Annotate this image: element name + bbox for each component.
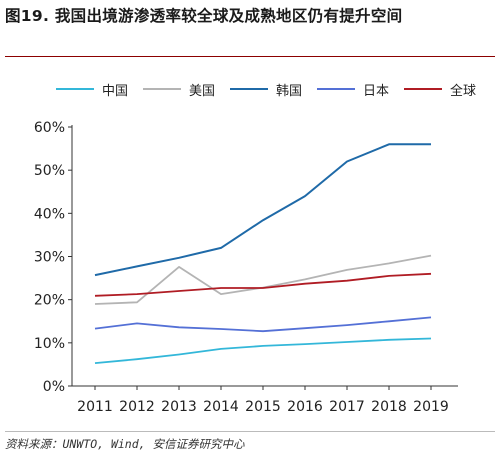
x-tick-label: 2013 [161, 399, 197, 415]
series-line-4 [94, 272, 432, 297]
x-tick-label: 2014 [203, 399, 239, 415]
y-tick-label: 10% [34, 336, 65, 352]
chart-title: 图19. 我国出境游渗透率较全球及成熟地区仍有提升空间 [5, 7, 403, 25]
x-tick-label: 2012 [119, 399, 155, 415]
legend-swatch [229, 88, 268, 90]
y-tick-label: 60% [34, 120, 65, 136]
legend-label: 韩国 [275, 83, 302, 99]
title-divider [5, 56, 495, 57]
x-tick-label: 2016 [287, 399, 323, 415]
series-line-3 [94, 316, 432, 333]
y-tick-label: 50% [34, 163, 65, 179]
y-tick-label: 20% [34, 293, 65, 309]
legend-swatch [142, 88, 181, 90]
x-tick-label: 2019 [413, 399, 449, 415]
legend-swatch [316, 88, 355, 90]
x-tick-label: 2017 [329, 399, 365, 415]
legend-item: 中国 [56, 80, 128, 99]
y-tick-label: 0% [43, 379, 65, 395]
y-tick-label: 40% [34, 206, 65, 222]
chart-legend: 中国 美国 韩国 日本 全球 [56, 78, 476, 100]
legend-item: 日本 [316, 80, 389, 99]
legend-label: 中国 [102, 83, 129, 99]
legend-swatch [56, 88, 94, 90]
legend-item: 美国 [142, 80, 215, 99]
x-tick-label: 2011 [77, 399, 113, 415]
legend-label: 全球 [449, 83, 476, 99]
source-note: 资料来源：UNWTO, Wind, 安信证券研究中心 [5, 431, 495, 452]
x-tick-label: 2015 [245, 399, 281, 415]
series-line-0 [94, 337, 432, 364]
series-line-2 [94, 143, 431, 277]
legend-item: 全球 [403, 80, 476, 99]
legend-swatch [403, 88, 442, 90]
legend-label: 日本 [362, 83, 389, 99]
y-tick-label: 30% [34, 250, 65, 266]
series-line-1 [94, 254, 432, 305]
legend-label: 美国 [188, 83, 215, 99]
x-tick-label: 2018 [371, 399, 407, 415]
legend-item: 韩国 [229, 80, 302, 99]
